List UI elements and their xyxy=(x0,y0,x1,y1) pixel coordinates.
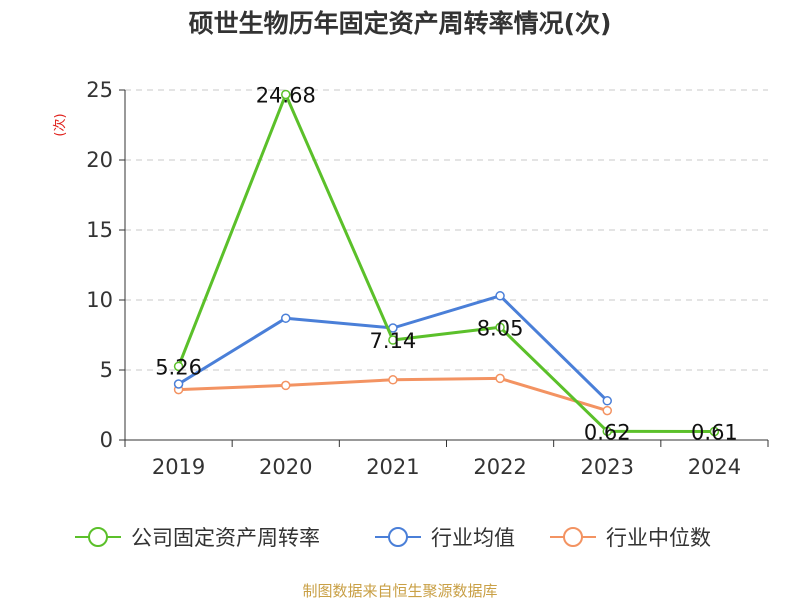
y-tick-label: 5 xyxy=(100,358,113,382)
y-tick-label: 0 xyxy=(100,428,113,452)
data-label: 7.14 xyxy=(370,329,417,353)
legend-label: 行业中位数 xyxy=(606,526,711,550)
data-label: 0.61 xyxy=(691,420,738,444)
data-point xyxy=(602,426,612,437)
data-point xyxy=(602,396,612,406)
legend-label: 行业均值 xyxy=(431,526,515,550)
data-point xyxy=(388,335,398,345)
data-point xyxy=(281,89,291,100)
y-tick-label: 20 xyxy=(86,148,113,172)
data-point xyxy=(173,361,184,372)
y-axis-label: (次) xyxy=(52,113,68,136)
data-point xyxy=(495,322,505,333)
x-tick-label: 2023 xyxy=(581,455,634,479)
y-tick-label: 15 xyxy=(86,218,113,242)
data-point xyxy=(495,373,505,384)
legend: 公司固定资产周转率 行业均值 行业中位数 xyxy=(75,526,711,550)
x-tick-label: 2020 xyxy=(259,455,312,479)
series-line xyxy=(177,92,715,433)
data-point xyxy=(281,313,291,323)
x-tick-label: 2021 xyxy=(366,455,419,479)
data-point xyxy=(495,291,505,301)
series-lines xyxy=(173,89,720,437)
legend-label: 公司固定资产周转率 xyxy=(131,526,320,550)
legend-marker xyxy=(88,527,108,547)
data-source-note: 制图数据来自恒生聚源数据库 xyxy=(302,582,498,600)
data-label: 5.26 xyxy=(155,355,202,379)
data-labels: 5.26 24.68 7.14 8.05 0.62 0.61 xyxy=(155,83,738,444)
y-tick-label: 25 xyxy=(86,78,113,102)
data-label: 24.68 xyxy=(256,83,316,107)
x-tick-label: 2024 xyxy=(688,455,741,479)
data-point xyxy=(281,380,291,391)
grid-lines xyxy=(125,89,768,371)
y-tick-label: 10 xyxy=(86,288,113,312)
data-point xyxy=(709,426,720,437)
data-point xyxy=(602,405,612,416)
data-label: 0.62 xyxy=(584,420,631,444)
data-point xyxy=(388,375,398,385)
x-tick-label: 2019 xyxy=(152,455,205,479)
legend-marker xyxy=(563,527,583,547)
axes: 0 5 10 15 20 25 2019 2020 2021 2022 2023 2024 (次) xyxy=(52,78,769,479)
data-point xyxy=(173,379,184,389)
x-tick-label: 2022 xyxy=(473,455,526,479)
data-label: 8.05 xyxy=(477,316,524,340)
legend-marker xyxy=(388,527,408,547)
chart-title: 硕世生物历年固定资产周转率情况(次) xyxy=(188,9,612,38)
